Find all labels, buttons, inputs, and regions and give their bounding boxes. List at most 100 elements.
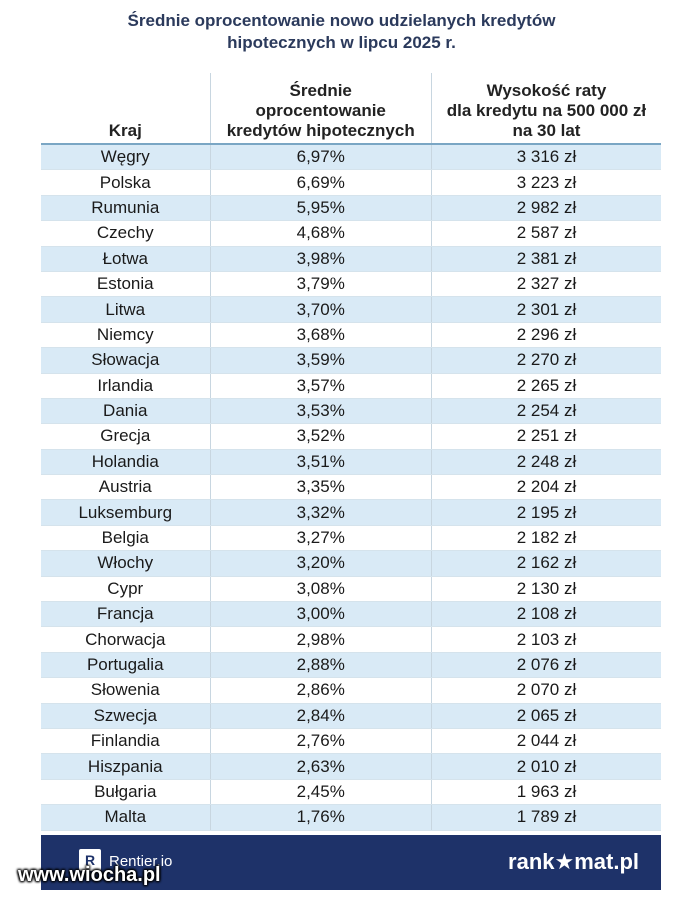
cell-payment: 2 065 zł xyxy=(431,703,661,729)
table-row: Słowenia 2,86% 2 070 zł xyxy=(41,677,661,704)
cell-country: Niemcy xyxy=(41,322,211,349)
table-row: Niemcy 3,68% 2 296 zł xyxy=(41,322,661,349)
table-row: Słowacja 3,59% 2 270 zł xyxy=(41,347,661,374)
cell-rate: 2,63% xyxy=(210,753,432,780)
cell-rate: 6,69% xyxy=(210,169,432,196)
header-rate: Średnie oprocentowanie kredytów hipotecz… xyxy=(210,73,432,145)
table-row: Estonia 3,79% 2 327 zł xyxy=(41,271,661,298)
table-row: Bułgaria 2,45% 1 963 zł xyxy=(41,779,661,806)
rentier-brand: Rentier.io xyxy=(109,853,173,870)
rentier-logo-icon: R xyxy=(79,849,101,871)
title-line-2: hipotecznych w lipcu 2025 r. xyxy=(227,33,456,52)
cell-rate: 2,86% xyxy=(210,677,432,704)
cell-country: Holandia xyxy=(41,449,211,476)
title-line-1: Średnie oprocentowanie nowo udzielanych … xyxy=(127,11,556,30)
cell-country: Hiszpania xyxy=(41,753,211,780)
table-row: Litwa 3,70% 2 301 zł xyxy=(41,296,661,323)
cell-payment: 2 381 zł xyxy=(431,246,661,272)
table-row: Finlandia 2,76% 2 044 zł xyxy=(41,728,661,755)
table-body: Węgry 6,97% 3 316 zł Polska 6,69% 3 223 zł Rum… xyxy=(41,144,661,831)
cell-country: Francja xyxy=(41,601,211,628)
cell-country: Słowacja xyxy=(41,347,211,374)
cell-payment: 2 248 zł xyxy=(431,449,661,476)
cell-payment: 2 130 zł xyxy=(431,576,661,603)
table-row: Szwecja 2,84% 2 065 zł xyxy=(41,703,661,729)
header-country: Kraj xyxy=(41,73,211,145)
cell-payment: 2 270 zł xyxy=(431,347,661,374)
cell-payment: 3 223 zł xyxy=(431,169,661,196)
table-row: Portugalia 2,88% 2 076 zł xyxy=(41,652,661,679)
table-row: Rumunia 5,95% 2 982 zł xyxy=(41,195,661,222)
watermark: www.wiocha.pl xyxy=(18,864,161,886)
table-row: Belgia 3,27% 2 182 zł xyxy=(41,525,661,552)
cell-payment: 2 251 zł xyxy=(431,423,661,450)
cell-rate: 3,57% xyxy=(210,373,432,399)
cell-rate: 3,08% xyxy=(210,576,432,603)
cell-rate: 1,76% xyxy=(210,804,432,831)
cell-payment: 2 076 zł xyxy=(431,652,661,679)
cell-payment: 2 108 zł xyxy=(431,601,661,628)
cell-rate: 5,95% xyxy=(210,195,432,222)
table-row: Malta 1,76% 1 789 zł xyxy=(41,804,661,831)
table-row: Austria 3,35% 2 204 zł xyxy=(41,474,661,501)
table-row: Francja 3,00% 2 108 zł xyxy=(41,601,661,628)
cell-rate: 3,79% xyxy=(210,271,432,298)
table-row: Łotwa 3,98% 2 381 zł xyxy=(41,246,661,272)
table-row: Cypr 3,08% 2 130 zł xyxy=(41,576,661,603)
cell-payment: 2 195 zł xyxy=(431,499,661,526)
cell-payment: 2 162 zł xyxy=(431,550,661,577)
cell-payment: 2 587 zł xyxy=(431,220,661,247)
cell-rate: 3,20% xyxy=(210,550,432,577)
table-row: Holandia 3,51% 2 248 zł xyxy=(41,449,661,476)
cell-country: Łotwa xyxy=(41,246,211,272)
cell-country: Chorwacja xyxy=(41,626,211,653)
table-row: Hiszpania 2,63% 2 010 zł xyxy=(41,753,661,780)
cell-country: Czechy xyxy=(41,220,211,247)
cell-rate: 3,35% xyxy=(210,474,432,501)
table-row: Irlandia 3,57% 2 265 zł xyxy=(41,373,661,399)
page-title: Średnie oprocentowanie nowo udzielanych … xyxy=(0,10,683,54)
cell-rate: 3,52% xyxy=(210,423,432,450)
cell-country: Irlandia xyxy=(41,373,211,399)
cell-country: Belgia xyxy=(41,525,211,552)
cell-rate: 2,98% xyxy=(210,626,432,653)
cell-rate: 3,00% xyxy=(210,601,432,628)
cell-payment: 2 010 zł xyxy=(431,753,661,780)
cell-rate: 6,97% xyxy=(210,144,432,171)
table-row: Chorwacja 2,98% 2 103 zł xyxy=(41,626,661,653)
cell-rate: 3,32% xyxy=(210,499,432,526)
cell-payment: 2 254 zł xyxy=(431,398,661,425)
cell-country: Bułgaria xyxy=(41,779,211,806)
cell-payment: 2 982 zł xyxy=(431,195,661,222)
cell-rate: 3,27% xyxy=(210,525,432,552)
cell-country: Cypr xyxy=(41,576,211,603)
cell-payment: 2 265 zł xyxy=(431,373,661,399)
cell-rate: 2,45% xyxy=(210,779,432,806)
cell-payment: 1 789 zł xyxy=(431,804,661,831)
cell-rate: 3,98% xyxy=(210,246,432,272)
table-row: Węgry 6,97% 3 316 zł xyxy=(41,144,661,171)
cell-country: Austria xyxy=(41,474,211,501)
rankomat-brand: rank★mat.pl xyxy=(508,849,639,874)
cell-payment: 2 327 zł xyxy=(431,271,661,298)
cell-country: Malta xyxy=(41,804,211,831)
cell-country: Portugalia xyxy=(41,652,211,679)
cell-rate: 2,84% xyxy=(210,703,432,729)
cell-payment: 2 070 zł xyxy=(431,677,661,704)
cell-rate: 2,76% xyxy=(210,728,432,755)
cell-country: Estonia xyxy=(41,271,211,298)
cell-country: Dania xyxy=(41,398,211,425)
cell-rate: 3,51% xyxy=(210,449,432,476)
cell-rate: 3,68% xyxy=(210,322,432,349)
cell-country: Słowenia xyxy=(41,677,211,704)
mortgage-rates-table: Kraj Średnie oprocentowanie kredytów hip… xyxy=(41,73,661,831)
cell-payment: 2 204 zł xyxy=(431,474,661,501)
table-header-row: Kraj Średnie oprocentowanie kredytów hip… xyxy=(41,73,661,145)
footer-bar: R Rentier.io rank★mat.pl xyxy=(41,835,661,890)
cell-country: Włochy xyxy=(41,550,211,577)
cell-country: Rumunia xyxy=(41,195,211,222)
cell-rate: 3,70% xyxy=(210,296,432,323)
cell-rate: 3,53% xyxy=(210,398,432,425)
cell-payment: 1 963 zł xyxy=(431,779,661,806)
cell-payment: 2 296 zł xyxy=(431,322,661,349)
